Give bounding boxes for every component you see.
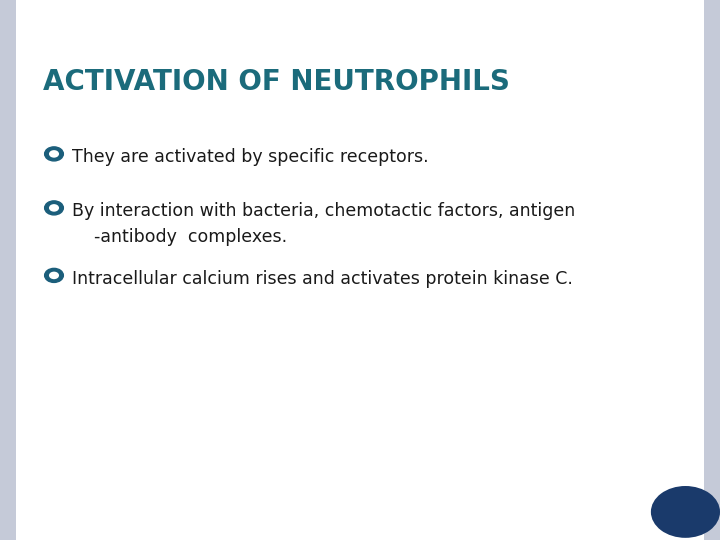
Text: ACTIVATION OF NEUTROPHILS: ACTIVATION OF NEUTROPHILS xyxy=(43,68,510,96)
Circle shape xyxy=(49,204,59,212)
Circle shape xyxy=(45,268,63,282)
FancyBboxPatch shape xyxy=(0,0,16,540)
Text: By interaction with bacteria, chemotactic factors, antigen
    -antibody  comple: By interaction with bacteria, chemotacti… xyxy=(72,202,575,246)
Circle shape xyxy=(651,486,720,538)
FancyBboxPatch shape xyxy=(704,0,720,540)
Text: Intracellular calcium rises and activates protein kinase C.: Intracellular calcium rises and activate… xyxy=(72,270,573,288)
Circle shape xyxy=(49,272,59,279)
Text: They are activated by specific receptors.: They are activated by specific receptors… xyxy=(72,148,428,166)
Circle shape xyxy=(45,147,63,161)
Circle shape xyxy=(45,201,63,215)
Circle shape xyxy=(49,150,59,158)
